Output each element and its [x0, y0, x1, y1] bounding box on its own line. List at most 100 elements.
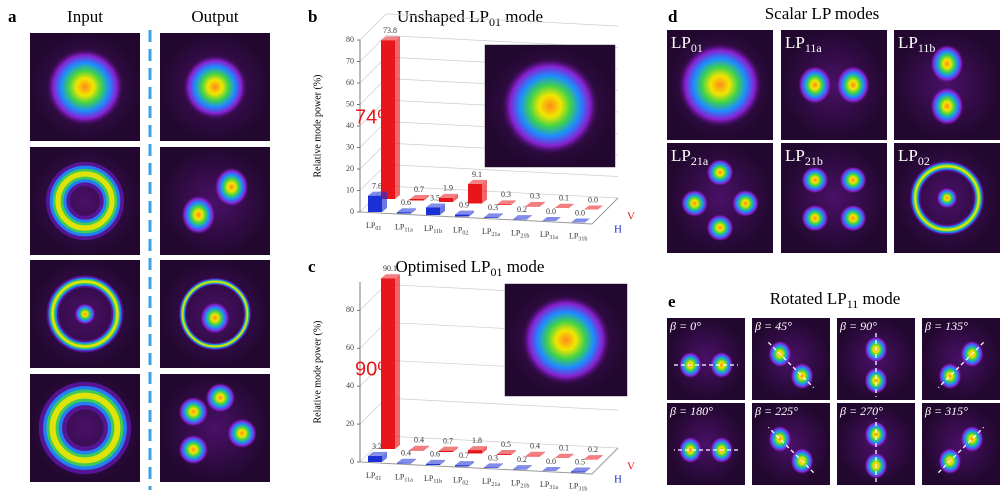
- bar-side: [395, 36, 400, 199]
- bar-face: [468, 450, 482, 454]
- bar: [526, 451, 545, 457]
- image-background: [752, 318, 830, 400]
- bar-top: [497, 200, 516, 205]
- panel-label: a: [8, 7, 17, 26]
- beam-spot: [801, 204, 829, 232]
- beam-spot: [836, 65, 871, 105]
- bar: [484, 213, 503, 218]
- beam-spot: [178, 434, 209, 465]
- bar: [397, 458, 416, 464]
- bar-top: [555, 203, 574, 208]
- bar: [497, 200, 516, 205]
- bar-face: [571, 471, 585, 473]
- bar-side: [453, 193, 458, 202]
- beam-spot: [839, 204, 867, 232]
- bar: [584, 455, 603, 460]
- beam-image: [837, 318, 915, 400]
- bar-side: [440, 459, 445, 465]
- y-tick-label: 80: [346, 305, 354, 314]
- column-title: Input: [67, 7, 103, 26]
- bar-face: [368, 195, 382, 212]
- x-tick-label: LP11a: [395, 222, 413, 234]
- bar: [513, 215, 532, 220]
- x-tick-sub: 11a: [404, 478, 413, 484]
- bar-side: [382, 451, 387, 462]
- bar-side: [469, 210, 474, 217]
- beam-image: [752, 403, 830, 485]
- beam-ring: [55, 171, 115, 231]
- bar-top: [439, 193, 458, 198]
- bar: [584, 205, 603, 210]
- x-tick-base: LP: [482, 477, 492, 486]
- bar: [426, 459, 445, 465]
- bar-top: [542, 217, 561, 221]
- bar-side: [511, 450, 516, 455]
- value-label: 0.3: [488, 203, 498, 212]
- y-tick-label: 20: [346, 164, 354, 173]
- panel-label: d: [668, 7, 678, 26]
- beam-image: [667, 403, 745, 485]
- bar-top: [397, 208, 416, 213]
- value-label: 0.4: [530, 442, 540, 451]
- mode-label: LP02: [898, 146, 930, 168]
- x-tick-base: LP: [395, 472, 405, 481]
- bar-side: [469, 461, 474, 467]
- y-tick-label: 40: [346, 381, 354, 390]
- beam-image: [667, 30, 773, 140]
- bar-top: [439, 446, 458, 451]
- value-label: 0.0: [575, 208, 585, 217]
- bar: [410, 194, 429, 201]
- x-tick-label: LP11a: [395, 472, 413, 484]
- bar-side: [424, 445, 429, 451]
- x-tick-base: LP: [395, 222, 405, 231]
- x-tick-label: LP02: [453, 475, 468, 487]
- bar-side: [569, 453, 574, 458]
- floor: [359, 447, 619, 475]
- beam-image: [894, 30, 1000, 140]
- bar: [513, 465, 532, 470]
- beam-spot: [930, 44, 964, 84]
- bar: [555, 453, 574, 458]
- value-label: 73.8: [383, 26, 397, 35]
- bar-face: [484, 467, 498, 468]
- x-tick-base: LP: [569, 231, 579, 240]
- angle-label: β = 315°: [924, 404, 968, 418]
- beam-ring: [49, 392, 121, 464]
- series-name: H: [614, 224, 622, 236]
- bar-top: [468, 446, 487, 451]
- y-tick-label: 50: [346, 99, 354, 108]
- beam-spot: [930, 86, 964, 126]
- bar: [555, 203, 574, 208]
- beam-spot: [801, 166, 829, 194]
- x-tick-sub: 31b: [578, 487, 587, 493]
- bar: [542, 467, 561, 471]
- chart-title: Unshaped LP01 mode: [397, 7, 543, 29]
- axis-marker: [937, 341, 985, 389]
- beam-ring: [914, 165, 980, 231]
- y-tick-label: 20: [346, 419, 354, 428]
- y-tick-label: 60: [346, 78, 354, 87]
- beam-spot: [709, 351, 734, 379]
- mode-label-sub: 11a: [805, 41, 823, 55]
- bar-top: [468, 179, 487, 184]
- angle-label: β = 135°: [924, 319, 968, 333]
- mode-label-base: LP: [671, 146, 691, 165]
- series-name: H: [614, 474, 622, 486]
- value-label: 7.6: [372, 181, 382, 190]
- bar-face: [439, 197, 453, 202]
- bar-top: [513, 215, 532, 220]
- beam-image: [894, 143, 1000, 253]
- mode-label-sub: 01: [691, 41, 703, 55]
- beam-spot: [960, 425, 984, 453]
- mode-label-base: LP: [785, 33, 805, 52]
- x-tick-sub: 21b: [520, 484, 529, 490]
- bar-side: [527, 465, 532, 470]
- x-tick-label: LP31b: [569, 231, 587, 243]
- bar-top: [513, 465, 532, 470]
- x-tick-sub: 01: [375, 226, 381, 232]
- bar-top: [584, 205, 603, 210]
- panel-title: Rotated LP11 mode: [770, 289, 901, 311]
- title-sub: 01: [490, 265, 502, 279]
- panel-title: Scalar LP modes: [765, 4, 880, 23]
- bar-top: [526, 201, 545, 206]
